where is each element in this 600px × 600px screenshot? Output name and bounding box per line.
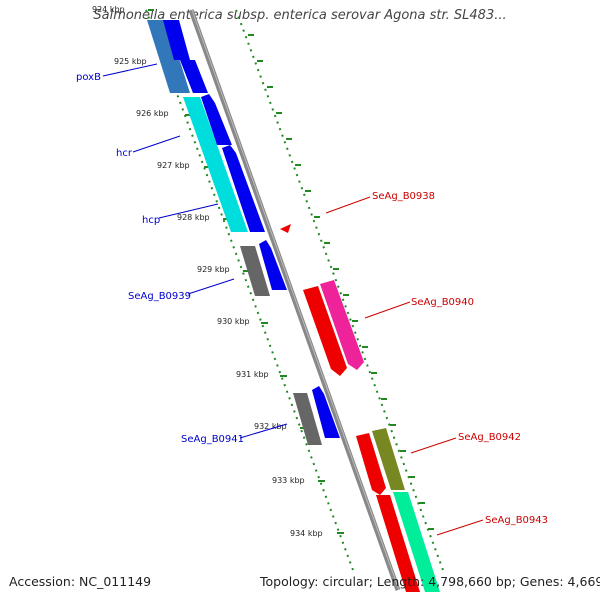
tick-label: 927 kbp bbox=[157, 161, 190, 170]
gene-SeAg_B0940-pink bbox=[320, 280, 364, 370]
gene-hcp bbox=[222, 145, 265, 232]
tick-label: 931 kbp bbox=[236, 370, 269, 379]
tick-label: 929 kbp bbox=[197, 265, 230, 274]
gene-blue-mid-2 bbox=[259, 240, 287, 290]
gene-hcr bbox=[183, 97, 248, 232]
gene-blue-low bbox=[312, 386, 340, 438]
gene-poxB bbox=[147, 20, 190, 93]
right-dotted-track bbox=[235, 9, 444, 571]
tick-label: 925 kbp bbox=[114, 57, 147, 66]
left-gene-labels[interactable]: poxB hcr hcp SeAg_B0939 SeAg_B0941 bbox=[76, 63, 288, 445]
gene-SeAg_B0939 bbox=[240, 246, 270, 296]
gene-label-SeAg_B0939: SeAg_B0939 bbox=[128, 291, 191, 302]
gene-label-SeAg_B0940: SeAg_B0940 bbox=[411, 297, 474, 308]
tick-label: 926 kbp bbox=[136, 109, 169, 118]
gene-blue-top-1 bbox=[163, 20, 190, 60]
tick-label: 928 kbp bbox=[177, 213, 210, 222]
gene-blue-mid-1 bbox=[201, 94, 232, 145]
tick-label: 933 kbp bbox=[272, 476, 305, 485]
gene-label-poxB: poxB bbox=[76, 72, 101, 83]
gene-SeAg_B0943-red bbox=[376, 495, 420, 592]
gene-label-hcr: hcr bbox=[116, 148, 133, 159]
tick-label: 934 kbp bbox=[290, 529, 323, 538]
forward-strand-genes[interactable] bbox=[280, 224, 440, 592]
gene-SeAg_B0942-red bbox=[356, 433, 386, 495]
tick-label: 924 kbp bbox=[92, 5, 125, 14]
accession-text: Accession: NC_011149 bbox=[9, 574, 152, 589]
topology-text: Topology: circular; Length: 4,798,660 bp… bbox=[260, 574, 600, 589]
gene-SeAg_B0941 bbox=[293, 393, 322, 445]
tick-labels: 924 kbp 925 kbp 926 kbp 927 kbp 928 kbp … bbox=[92, 5, 323, 538]
gene-blue-top-2 bbox=[180, 60, 208, 93]
gene-label-SeAg_B0942: SeAg_B0942 bbox=[458, 432, 521, 443]
left-dotted-track bbox=[145, 9, 354, 571]
right-gene-labels[interactable]: SeAg_B0938 SeAg_B0940 SeAg_B0942 SeAg_B0… bbox=[325, 191, 548, 536]
gene-label-SeAg_B0938: SeAg_B0938 bbox=[372, 191, 435, 202]
gene-SeAg_B0943-aqua bbox=[393, 492, 440, 592]
gene-SeAg_B0942-olive bbox=[372, 428, 405, 490]
reverse-strand-genes[interactable] bbox=[147, 20, 340, 445]
gene-label-SeAg_B0943: SeAg_B0943 bbox=[485, 515, 548, 526]
right-tick-marks bbox=[248, 34, 434, 530]
genome-backbone bbox=[188, 9, 401, 591]
gene-SeAg_B0938 bbox=[280, 224, 291, 233]
gene-SeAg_B0940-red bbox=[303, 286, 347, 376]
tick-label: 932 kbp bbox=[254, 422, 287, 431]
tick-label: 930 kbp bbox=[217, 317, 250, 326]
gene-label-hcp: hcp bbox=[142, 215, 160, 226]
gene-label-SeAg_B0941: SeAg_B0941 bbox=[181, 434, 244, 445]
